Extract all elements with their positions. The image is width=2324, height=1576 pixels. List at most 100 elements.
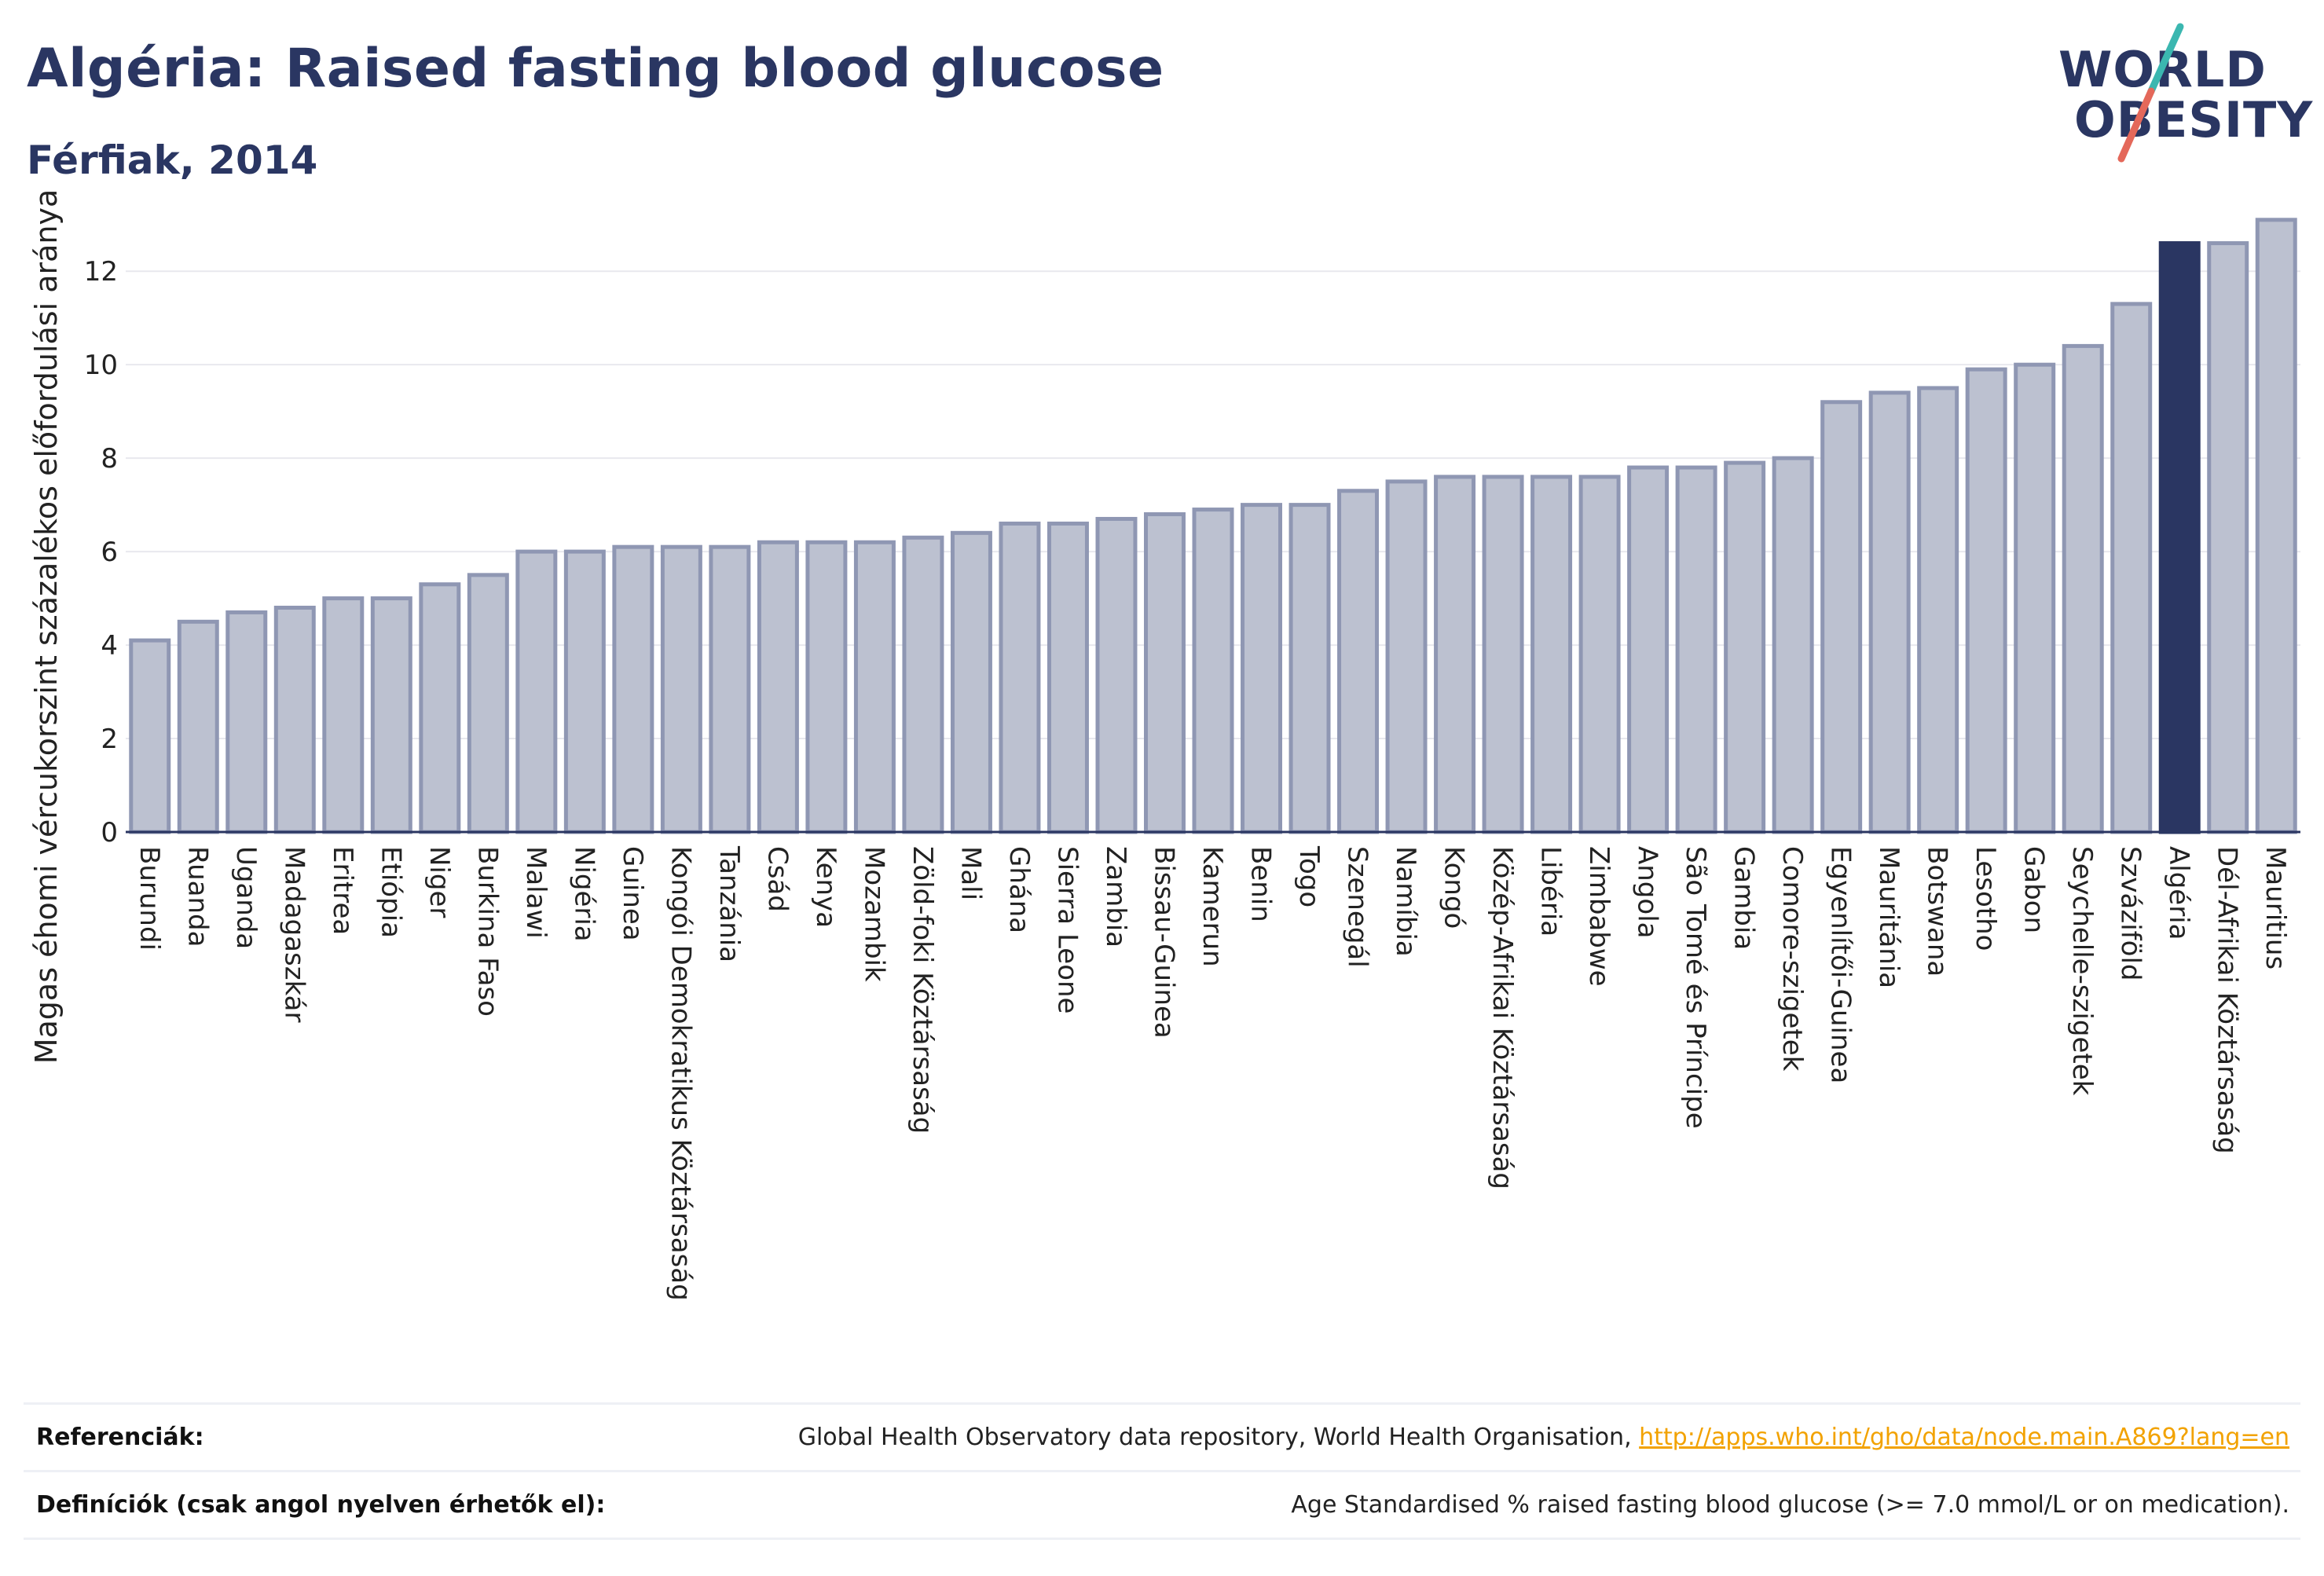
bar-ruanda <box>177 619 219 834</box>
x-tick-label: Togo <box>1293 845 1325 907</box>
x-tick-label: Mauritius <box>2260 846 2291 969</box>
x-tick-label: Mali <box>955 846 986 900</box>
bar-botswana <box>1917 386 1959 834</box>
chart-subtitle: Férfiak, 2014 <box>27 137 318 183</box>
bar-kongói-demokratikus-köztársaság <box>660 544 702 834</box>
x-tick-label: Lesotho <box>1970 846 2001 951</box>
bar-seychelle-szigetek <box>2062 343 2104 834</box>
x-tick-label: Gabon <box>2018 846 2050 933</box>
x-tick-label: Kenya <box>810 846 841 928</box>
x-tick-label: Közép-Afrikai Köztársaság <box>1486 846 1518 1189</box>
bar-algéria <box>2158 241 2201 834</box>
bar-malawi <box>515 549 558 834</box>
x-tick-label: Madagaszkár <box>278 846 310 1022</box>
x-tick-label: Szváziföld <box>2115 846 2146 980</box>
y-tick-label: 4 <box>101 630 118 662</box>
references-label: Referenciák: <box>36 1424 204 1451</box>
x-tick-label: Egyenlítői-Guinea <box>1825 846 1857 1083</box>
x-tick-label: Zimbabwe <box>1583 846 1615 987</box>
logo-slash-icon <box>2117 23 2184 163</box>
bar-szenegál <box>1337 489 1380 834</box>
x-tick-label: Benin <box>1245 846 1277 922</box>
x-tick-label: Comore-szigetek <box>1776 846 1808 1072</box>
x-tick-label: Malawi <box>520 846 552 939</box>
x-tick-label: Mozambik <box>858 846 889 982</box>
bar-benin <box>1241 503 1283 834</box>
bar-mauritánia <box>1868 390 1911 834</box>
x-tick-label: Namíbia <box>1390 846 1421 957</box>
x-tick-label: São Tomé és Príncipe <box>1680 846 1711 1129</box>
bar-szváziföld <box>2110 302 2153 834</box>
x-tick-label: Burundi <box>134 846 165 951</box>
bar-kamerun <box>1192 508 1234 834</box>
bar-gabon <box>2014 362 2056 834</box>
bar-bissau-guinea <box>1143 512 1186 834</box>
bar-zambia <box>1095 516 1138 834</box>
x-tick-label: Bissau-Guinea <box>1148 846 1179 1039</box>
x-tick-label: Libéria <box>1535 846 1567 936</box>
y-axis-label: Magas éhomi vércukorszint százalékos elő… <box>29 189 64 1065</box>
bar-eritrea <box>322 596 365 834</box>
y-tick-label: 2 <box>101 724 118 755</box>
x-tick-label: Zöld-foki Köztársaság <box>907 846 938 1134</box>
x-tick-label: Algéria <box>2163 846 2194 940</box>
bar-s-o-tomé-és-príncipe <box>1675 465 1717 834</box>
definitions-value: Age Standardised % raised fasting blood … <box>1291 1491 2289 1519</box>
bar-namíbia <box>1385 479 1428 834</box>
definitions-row: Definíciók (csak angol nyelven érhetők e… <box>24 1470 2300 1540</box>
x-tick-label: Sierra Leone <box>1051 846 1083 1013</box>
bar-mali <box>950 530 992 834</box>
references-link[interactable]: http://apps.who.int/gho/data/node.main.A… <box>1639 1424 2289 1451</box>
bar-burundi <box>129 638 171 834</box>
x-tick-label: Etiópia <box>375 846 406 938</box>
y-tick-label: 0 <box>101 817 118 848</box>
bar-chart: 0 2 4 6 8 10 12 Burundi Ruanda Uganda Madagaszkár… <box>29 189 2300 1301</box>
footer-table: Referenciák: Global Health Observatory d… <box>24 1402 2300 1540</box>
bar-uganda <box>225 610 268 834</box>
bar-angola <box>1627 465 1670 834</box>
bar-ghána <box>999 521 1041 834</box>
bar-etiópia <box>370 596 412 834</box>
bar-burkina-faso <box>467 573 509 834</box>
x-tick-label: Kongó <box>1439 846 1470 929</box>
y-tick-label: 10 <box>84 350 118 381</box>
bar-mauritius <box>2255 218 2297 834</box>
bar-kongó <box>1434 475 1476 834</box>
x-tick-label: Seychelle-szigetek <box>2066 846 2098 1096</box>
references-text: Global Health Observatory data repositor… <box>797 1424 1640 1451</box>
bar-lesotho <box>1965 367 2007 834</box>
references-value: Global Health Observatory data repositor… <box>798 1424 2300 1451</box>
x-tick-label: Guinea <box>617 846 648 941</box>
references-row: Referenciák: Global Health Observatory d… <box>24 1402 2300 1470</box>
bar-guinea <box>612 544 654 834</box>
definitions-label: Definíciók (csak angol nyelven érhetők e… <box>36 1491 606 1519</box>
y-ticks: 0 2 4 6 8 10 12 <box>84 256 118 848</box>
bar-togo <box>1288 503 1331 834</box>
bar-libéria <box>1530 475 1573 834</box>
bar-mozambik <box>853 540 896 834</box>
bar-egyenlítői-guinea <box>1820 400 1863 834</box>
x-tick-label: Dél-Afrikai Köztársaság <box>2212 846 2243 1154</box>
x-tick-label: Angola <box>1632 846 1663 938</box>
x-tick-label: Eritrea <box>327 846 358 935</box>
bar-gambia <box>1724 460 1766 834</box>
x-tick-label: Tanzánia <box>713 845 745 962</box>
x-tick-label: Gambia <box>1728 846 1760 950</box>
x-tick-label: Csád <box>761 846 793 912</box>
bar-madagaszkár <box>273 605 316 834</box>
bar-niger <box>419 582 461 834</box>
world-obesity-logo: WORLD OBESITY <box>2043 16 2312 173</box>
x-tick-label: Kamerun <box>1197 846 1228 967</box>
bar-közép-afrikai-köztársaság <box>1482 475 1524 834</box>
x-tick-label: Kongói Demokratikus Köztársaság <box>665 846 696 1301</box>
bars <box>129 218 2297 834</box>
x-tick-label: Uganda <box>230 846 262 949</box>
y-tick-label: 12 <box>84 256 118 288</box>
x-tick-label: Burkina Faso <box>471 846 503 1017</box>
bar-dél-afrikai-köztársaság <box>2207 241 2249 834</box>
bar-kenya <box>805 540 848 834</box>
bar-nigéria <box>563 549 606 834</box>
x-tick-label: Ghána <box>1003 846 1035 933</box>
bar-csád <box>757 540 799 834</box>
x-tick-label: Botswana <box>1922 846 1953 977</box>
